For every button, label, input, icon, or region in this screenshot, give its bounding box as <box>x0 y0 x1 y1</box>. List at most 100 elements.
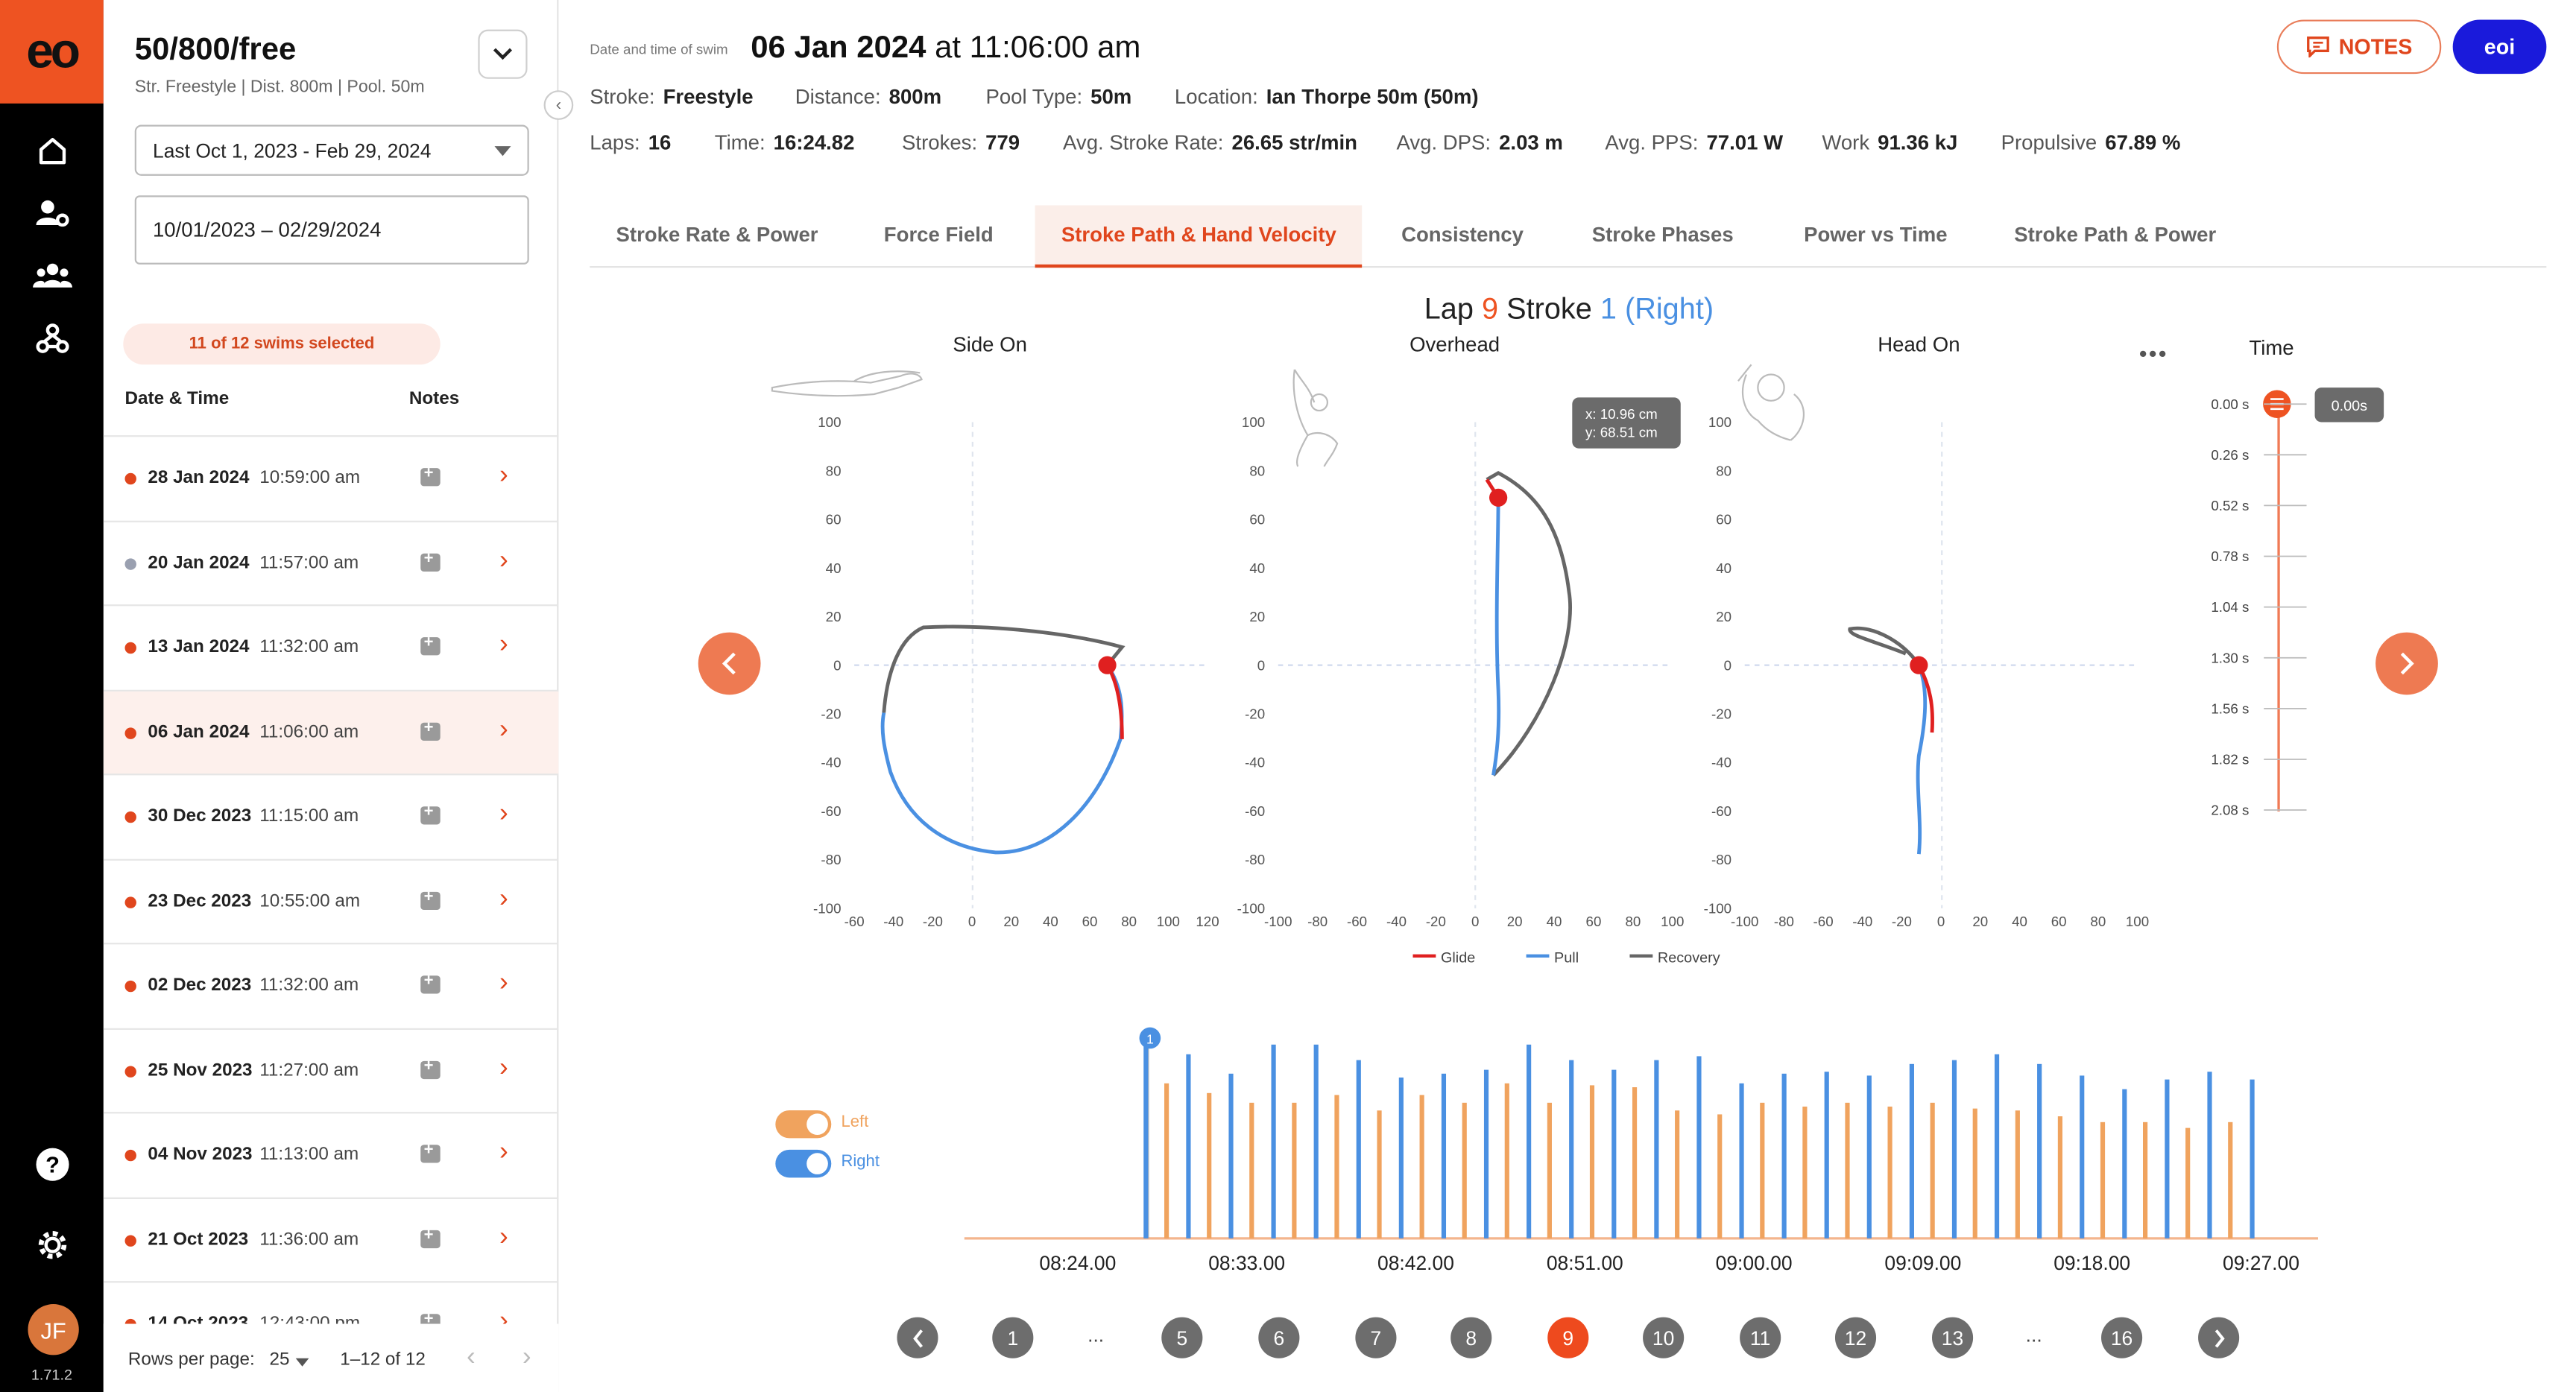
tab-force-field[interactable]: Force Field <box>883 223 994 247</box>
swim-row[interactable]: 28 Jan 2024 10:59:00 am › <box>103 437 559 522</box>
add-note-icon[interactable] <box>420 888 441 909</box>
right-stroke-bar[interactable] <box>2207 1072 2212 1238</box>
settings-gear-icon[interactable] <box>31 1224 74 1266</box>
left-stroke-bar[interactable] <box>1504 1083 1509 1238</box>
left-stroke-bar[interactable] <box>1632 1087 1638 1238</box>
right-stroke-bar[interactable] <box>1994 1054 2000 1238</box>
lap-12-button[interactable]: 12 <box>1834 1317 1877 1358</box>
help-icon[interactable]: ? <box>31 1143 74 1186</box>
left-stroke-bar[interactable] <box>2057 1116 2063 1238</box>
tab-stroke-path-power[interactable]: Stroke Path & Power <box>2014 223 2217 247</box>
right-stroke-bar[interactable] <box>1441 1073 1447 1238</box>
prev-page-icon[interactable]: ‹ <box>466 1343 476 1372</box>
chevron-right-icon[interactable]: › <box>499 545 508 575</box>
toggle-left[interactable] <box>775 1110 832 1139</box>
toggle-right[interactable] <box>775 1149 832 1178</box>
lap-16-button[interactable]: 16 <box>2101 1317 2143 1358</box>
left-stroke-bar[interactable] <box>2015 1110 2020 1238</box>
right-stroke-bar[interactable] <box>1186 1054 1191 1238</box>
next-lap-button[interactable] <box>2198 1317 2240 1358</box>
collapse-sidebar-button[interactable]: ‹ <box>543 90 574 120</box>
left-stroke-bar[interactable] <box>1802 1107 1808 1238</box>
right-stroke-bar[interactable] <box>1781 1073 1787 1238</box>
lap-6-button[interactable]: 6 <box>1258 1317 1300 1358</box>
right-stroke-bar[interactable] <box>2122 1089 2127 1238</box>
swim-row[interactable]: 25 Nov 2023 11:27:00 am › <box>103 1029 559 1114</box>
lap-9-button[interactable]: 9 <box>1547 1317 1589 1358</box>
left-stroke-bar[interactable] <box>1249 1102 1254 1238</box>
left-stroke-bar[interactable] <box>1717 1114 1723 1238</box>
next-stroke-button[interactable] <box>2375 632 2438 695</box>
add-note-icon[interactable] <box>420 1311 441 1324</box>
right-stroke-bar[interactable] <box>1356 1060 1361 1238</box>
chevron-right-icon[interactable]: › <box>499 1053 508 1082</box>
home-icon[interactable] <box>31 130 74 172</box>
left-stroke-bar[interactable] <box>1207 1092 1212 1238</box>
add-note-icon[interactable] <box>420 803 441 825</box>
left-stroke-bar[interactable] <box>1675 1110 1680 1238</box>
right-stroke-bar[interactable] <box>1611 1069 1617 1238</box>
chevron-right-icon[interactable]: › <box>499 715 508 744</box>
date-range-select[interactable]: Last Oct 1, 2023 - Feb 29, 2024 <box>134 124 529 176</box>
left-stroke-bar[interactable] <box>1547 1102 1552 1238</box>
tab-stroke-rate-power[interactable]: Stroke Rate & Power <box>616 223 818 247</box>
lap-1-button[interactable]: 1 <box>992 1317 1034 1358</box>
left-stroke-bar[interactable] <box>1164 1083 1169 1238</box>
right-stroke-bar[interactable] <box>1951 1060 1957 1238</box>
left-stroke-bar[interactable] <box>1377 1110 1382 1238</box>
left-stroke-bar[interactable] <box>2143 1121 2148 1238</box>
add-note-icon[interactable] <box>420 718 441 740</box>
eoi-button[interactable]: eoi <box>2452 19 2547 75</box>
right-stroke-bar[interactable] <box>1228 1073 1234 1238</box>
left-stroke-bar[interactable] <box>1419 1095 1424 1238</box>
left-stroke-bar[interactable] <box>1589 1085 1595 1238</box>
right-stroke-bar[interactable] <box>1696 1056 1702 1238</box>
right-stroke-bar[interactable] <box>1398 1078 1404 1238</box>
swim-row[interactable]: 04 Nov 2023 11:13:00 am › <box>103 1113 559 1198</box>
more-options-icon[interactable]: ••• <box>2138 340 2168 367</box>
left-stroke-bar[interactable] <box>1972 1108 1977 1238</box>
left-stroke-bar[interactable] <box>1292 1102 1297 1238</box>
swim-row[interactable]: 21 Oct 2023 11:36:00 am › <box>103 1198 559 1283</box>
left-stroke-bar[interactable] <box>2185 1127 2191 1238</box>
chevron-right-icon[interactable]: › <box>499 800 508 828</box>
left-stroke-bar[interactable] <box>1760 1102 1765 1238</box>
right-stroke-bar[interactable] <box>1313 1044 1319 1238</box>
swim-row[interactable]: 02 Dec 2023 11:32:00 am › <box>103 944 559 1029</box>
right-stroke-bar[interactable] <box>1866 1075 1872 1238</box>
chevron-right-icon[interactable]: › <box>499 1138 508 1166</box>
left-stroke-bar[interactable] <box>1462 1102 1467 1238</box>
add-note-icon[interactable] <box>420 1226 441 1247</box>
chevron-right-icon[interactable]: › <box>499 969 508 997</box>
right-stroke-bar[interactable] <box>2037 1063 2042 1238</box>
right-stroke-bar[interactable] <box>1569 1060 1574 1238</box>
left-stroke-bar[interactable] <box>2100 1121 2106 1238</box>
team-icon[interactable] <box>31 255 74 297</box>
lap-5-button[interactable]: 5 <box>1161 1317 1203 1358</box>
user-settings-icon[interactable] <box>31 192 74 235</box>
left-stroke-bar[interactable] <box>1845 1102 1850 1238</box>
date-range-input[interactable]: 10/01/2023 – 02/29/2024 <box>134 195 529 265</box>
selected-stroke-marker[interactable] <box>1139 1027 1161 1049</box>
swim-row[interactable]: 13 Jan 2024 11:32:00 am › <box>103 606 559 691</box>
next-page-icon[interactable]: › <box>522 1343 531 1372</box>
tab-stroke-path-hand-velocity[interactable]: Stroke Path & Hand Velocity <box>1035 205 1363 268</box>
chevron-right-icon[interactable]: › <box>499 461 508 490</box>
previous-stroke-button[interactable] <box>698 632 761 695</box>
lap-10-button[interactable]: 10 <box>1643 1317 1685 1358</box>
left-stroke-bar[interactable] <box>2228 1121 2233 1238</box>
right-stroke-bar[interactable] <box>1824 1072 1829 1238</box>
column-header-date[interactable]: Date & Time <box>124 389 230 409</box>
left-stroke-bar[interactable] <box>1334 1095 1339 1238</box>
swim-row[interactable]: 20 Jan 2024 11:57:00 am › <box>103 522 559 607</box>
right-stroke-bar[interactable] <box>1483 1069 1489 1238</box>
add-note-icon[interactable] <box>420 465 441 487</box>
add-note-icon[interactable] <box>420 1142 441 1163</box>
right-stroke-bar[interactable] <box>2165 1079 2170 1238</box>
rows-per-page-select[interactable]: 25 <box>269 1350 290 1370</box>
lap-8-button[interactable]: 8 <box>1450 1317 1492 1358</box>
lap-11-button[interactable]: 11 <box>1740 1317 1781 1358</box>
swim-row[interactable]: 23 Dec 2023 10:55:00 am › <box>103 860 559 945</box>
right-stroke-bar[interactable] <box>1654 1060 1659 1238</box>
swims-selected-badge[interactable]: 11 of 12 swims selected <box>123 323 441 365</box>
